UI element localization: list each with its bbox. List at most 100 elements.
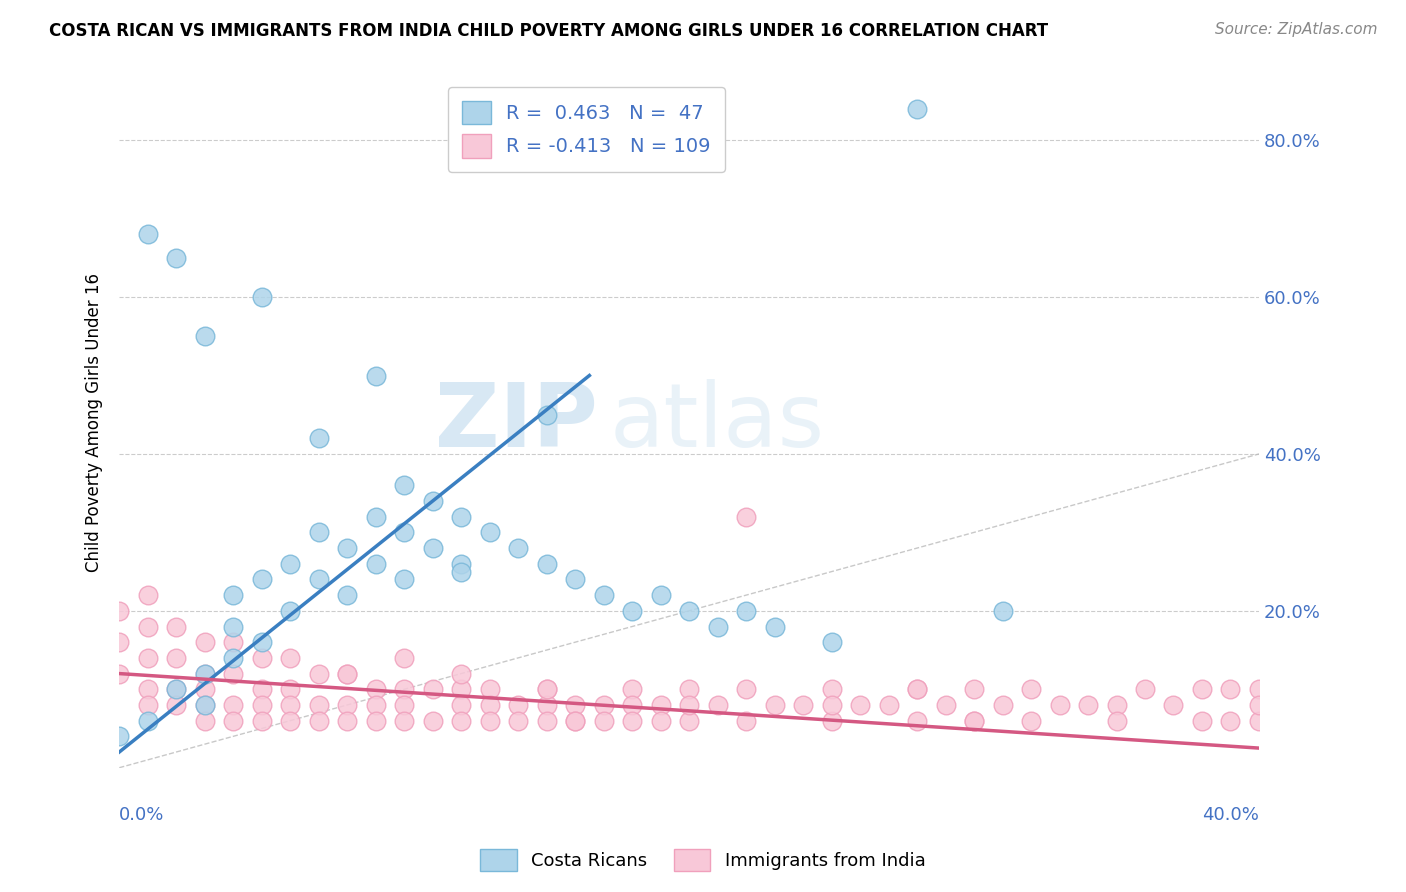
- Text: COSTA RICAN VS IMMIGRANTS FROM INDIA CHILD POVERTY AMONG GIRLS UNDER 16 CORRELAT: COSTA RICAN VS IMMIGRANTS FROM INDIA CHI…: [49, 22, 1049, 40]
- Point: [136, 588, 159, 602]
- Point: [735, 509, 758, 524]
- Point: [1247, 698, 1270, 712]
- Point: [194, 666, 217, 681]
- Point: [364, 714, 387, 728]
- Point: [278, 651, 301, 665]
- Point: [678, 604, 700, 618]
- Point: [364, 557, 387, 571]
- Text: 0.0%: 0.0%: [120, 805, 165, 823]
- Point: [991, 698, 1014, 712]
- Point: [678, 682, 700, 697]
- Point: [336, 666, 359, 681]
- Point: [250, 290, 273, 304]
- Point: [392, 525, 415, 540]
- Point: [991, 604, 1014, 618]
- Point: [450, 714, 472, 728]
- Point: [222, 619, 245, 633]
- Point: [1019, 714, 1042, 728]
- Point: [308, 431, 330, 445]
- Point: [222, 588, 245, 602]
- Point: [592, 588, 614, 602]
- Point: [364, 682, 387, 697]
- Point: [820, 635, 842, 649]
- Point: [621, 714, 644, 728]
- Point: [250, 714, 273, 728]
- Point: [165, 651, 187, 665]
- Point: [650, 588, 672, 602]
- Point: [222, 651, 245, 665]
- Point: [308, 666, 330, 681]
- Point: [194, 635, 217, 649]
- Point: [478, 714, 501, 728]
- Point: [250, 698, 273, 712]
- Point: [308, 525, 330, 540]
- Point: [763, 698, 786, 712]
- Point: [1133, 682, 1156, 697]
- Point: [165, 698, 187, 712]
- Point: [165, 251, 187, 265]
- Point: [735, 682, 758, 697]
- Point: [422, 682, 444, 697]
- Legend: R =  0.463   N =  47, R = -0.413   N = 109: R = 0.463 N = 47, R = -0.413 N = 109: [449, 87, 724, 171]
- Point: [536, 557, 558, 571]
- Point: [877, 698, 900, 712]
- Point: [935, 698, 957, 712]
- Point: [678, 714, 700, 728]
- Point: [536, 682, 558, 697]
- Point: [194, 698, 217, 712]
- Point: [1019, 682, 1042, 697]
- Legend: Costa Ricans, Immigrants from India: Costa Ricans, Immigrants from India: [474, 842, 932, 879]
- Point: [650, 698, 672, 712]
- Point: [763, 619, 786, 633]
- Point: [536, 408, 558, 422]
- Point: [792, 698, 814, 712]
- Point: [450, 666, 472, 681]
- Point: [905, 682, 928, 697]
- Point: [450, 698, 472, 712]
- Point: [963, 714, 986, 728]
- Point: [963, 682, 986, 697]
- Point: [336, 541, 359, 555]
- Point: [165, 619, 187, 633]
- Point: [136, 227, 159, 242]
- Point: [336, 588, 359, 602]
- Point: [165, 682, 187, 697]
- Point: [278, 682, 301, 697]
- Point: [820, 682, 842, 697]
- Point: [905, 682, 928, 697]
- Point: [250, 635, 273, 649]
- Point: [108, 635, 131, 649]
- Point: [1219, 714, 1241, 728]
- Point: [278, 698, 301, 712]
- Point: [1105, 714, 1128, 728]
- Point: [1077, 698, 1099, 712]
- Point: [1219, 682, 1241, 697]
- Point: [905, 102, 928, 116]
- Point: [392, 714, 415, 728]
- Point: [136, 682, 159, 697]
- Point: [222, 714, 245, 728]
- Point: [278, 557, 301, 571]
- Text: Source: ZipAtlas.com: Source: ZipAtlas.com: [1215, 22, 1378, 37]
- Point: [1163, 698, 1185, 712]
- Point: [194, 329, 217, 343]
- Point: [621, 682, 644, 697]
- Point: [308, 698, 330, 712]
- Point: [564, 714, 586, 728]
- Point: [450, 509, 472, 524]
- Point: [336, 714, 359, 728]
- Point: [364, 509, 387, 524]
- Point: [250, 682, 273, 697]
- Point: [820, 714, 842, 728]
- Point: [650, 714, 672, 728]
- Point: [849, 698, 872, 712]
- Point: [250, 573, 273, 587]
- Point: [108, 729, 131, 743]
- Point: [136, 698, 159, 712]
- Point: [905, 714, 928, 728]
- Point: [250, 651, 273, 665]
- Point: [422, 714, 444, 728]
- Point: [336, 698, 359, 712]
- Y-axis label: Child Poverty Among Girls Under 16: Child Poverty Among Girls Under 16: [86, 273, 103, 572]
- Point: [1191, 682, 1213, 697]
